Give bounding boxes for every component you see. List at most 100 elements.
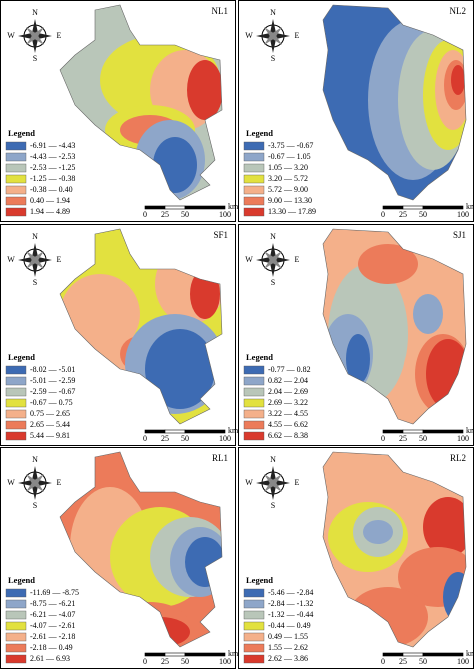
legend-title: Legend [8,128,35,138]
map-outline [322,228,467,425]
legend-swatch [5,654,27,664]
legend-swatch [243,420,265,430]
compass-s: S [33,54,37,63]
map-outline [322,451,467,648]
legend-swatch [5,398,27,408]
scale-unit: km [466,426,474,435]
scale-label: 0 [143,210,147,219]
legend-swatch [5,163,27,173]
compass-n: N [32,8,38,17]
compass-star [26,27,44,45]
legend-swatch [5,643,27,653]
legend-label: -1.32 — -0.44 [268,610,313,619]
scale-label: 50 [181,434,189,443]
legend-label: 1.05 — 3.20 [268,163,308,172]
legend-label: 3.22 — 4.55 [268,409,308,418]
scale-label: 100 [219,434,231,443]
legend-label: -0.67 — 0.75 [30,398,73,407]
compass-s: S [271,54,275,63]
legend-label: 0.75 — 2.65 [30,409,70,418]
legend-label: 1.94 — 4.89 [30,207,70,216]
legend-swatch [243,621,265,631]
legend-label: -4.43 — -2.53 [30,152,75,161]
legend-label: -5.01 — -2.59 [30,376,75,385]
legend-label: -8.02 — -5.01 [30,365,75,374]
legend-swatch [243,152,265,162]
legend-title: Legend [246,128,273,138]
legend-label: 1.55 — 2.62 [268,643,308,652]
legend-swatch [5,420,27,430]
legend-title: Legend [246,575,273,585]
scale-label: 25 [399,657,407,666]
compass-e: E [295,478,300,487]
legend-swatch [5,632,27,642]
legend-label: -6.91 — -4.43 [30,141,75,150]
legend-swatch [243,610,265,620]
compass-s: S [271,278,275,287]
scale-segment [164,652,186,657]
map-area [60,452,222,647]
compass-n: N [270,232,276,241]
scale-label: 100 [219,657,231,666]
legend-title: Legend [8,575,35,585]
map-outline [59,4,223,201]
legend-label: -8.75 — -6.21 [30,599,75,608]
map-area [323,452,466,647]
legend-label: -2.53 — -1.25 [30,163,75,172]
legend-label: 0.49 — 1.55 [268,632,308,641]
map-outline [322,4,467,201]
legend-label: 3.20 — 5.72 [268,174,308,183]
scale-segment [184,429,226,434]
panel-label: SF1 [213,230,228,240]
legend-title: Legend [8,352,35,362]
scale-segment [184,652,226,657]
legend-label: 0.40 — 1.94 [30,196,70,205]
legend-swatch [243,643,265,653]
scale-segment [382,652,404,657]
compass-s: S [33,501,37,510]
panel-label: NL1 [212,6,229,16]
scale-segment [422,652,464,657]
map-area [323,5,466,200]
scale-label: 50 [419,434,427,443]
legend-label: 13.30 — 17.89 [268,207,316,216]
map-zone [363,520,393,544]
scale-label: 0 [143,657,147,666]
map-zone [145,329,215,409]
scale-label: 50 [419,210,427,219]
scale-unit: km [228,426,239,435]
legend-swatch [243,163,265,173]
compass-w: W [7,31,15,40]
legend-swatch [243,588,265,598]
legend-swatch [5,185,27,195]
scale-label: 25 [399,210,407,219]
scale-label: 0 [381,657,385,666]
legend-swatch [5,152,27,162]
legend-label: 9.00 — 13.30 [268,196,312,205]
scale-label: 50 [181,210,189,219]
scale-label: 100 [219,210,231,219]
compass-e: E [295,31,300,40]
legend-label: 2.04 — 2.69 [268,387,308,396]
map-panel: NL2 N S W E Legend -3.75 — -0.67 -0.67 — 1.05 1.… [238,0,474,222]
scale-label: 100 [457,657,469,666]
map-zone [346,334,370,384]
scale-label: 0 [381,434,385,443]
map-area [60,5,222,200]
scale-unit: km [466,649,474,658]
legend-label: -1.25 — -0.38 [30,174,75,183]
scale-segment [144,652,166,657]
compass-s: S [271,501,275,510]
legend-swatch [5,207,27,217]
legend-swatch [243,196,265,206]
compass-w: W [7,255,15,264]
compass-star [26,474,44,492]
legend-swatch [5,376,27,386]
legend-swatch [243,654,265,664]
scale-label: 100 [457,434,469,443]
compass-star [264,27,282,45]
legend-swatch [5,196,27,206]
scale-segment [402,429,424,434]
compass-w: W [245,478,253,487]
